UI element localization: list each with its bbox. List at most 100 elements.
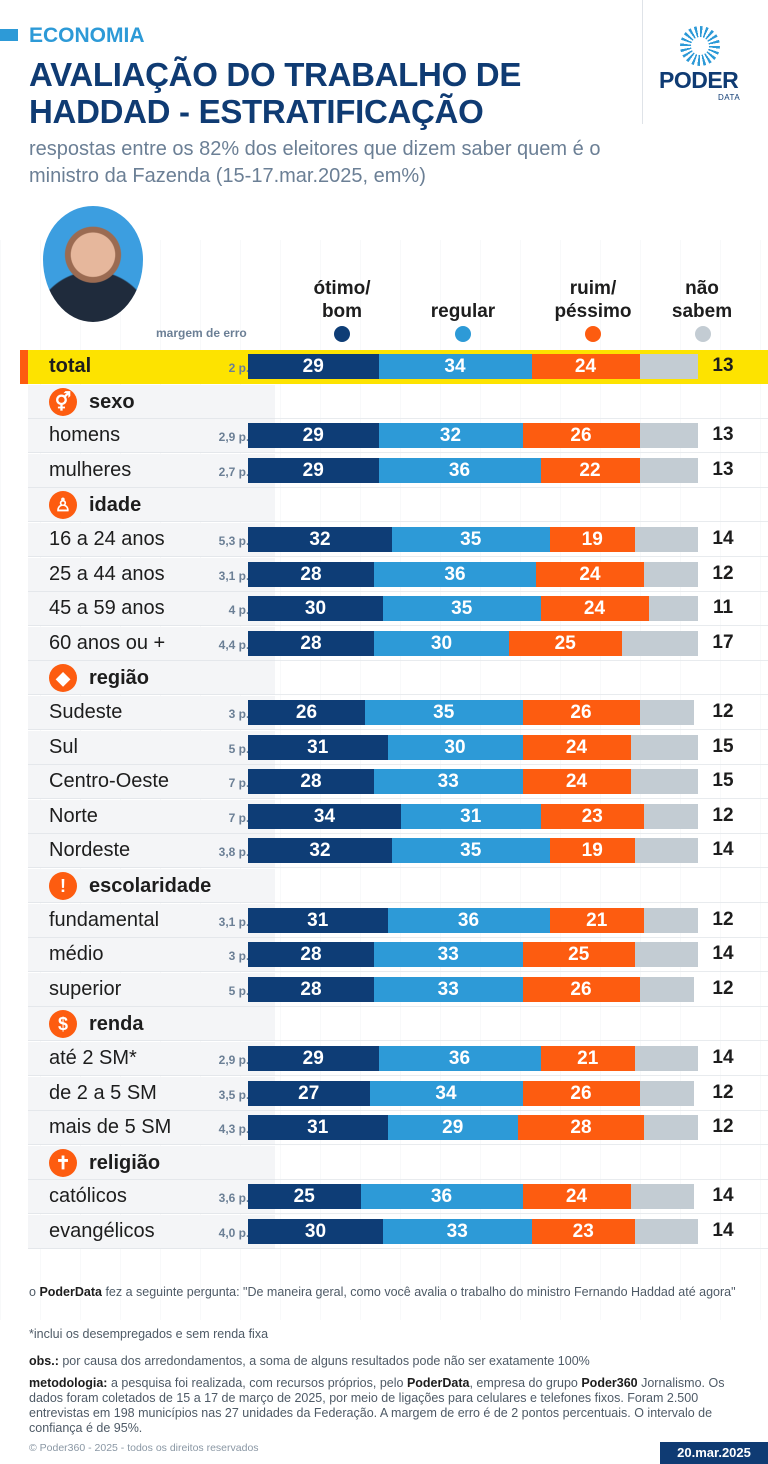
row-label-bg bbox=[28, 419, 275, 453]
bar-nao bbox=[630, 735, 698, 760]
value-nao-sabem: 12 bbox=[712, 1116, 734, 1137]
row-divider bbox=[275, 1110, 768, 1111]
bar-nao bbox=[630, 1184, 694, 1209]
row-divider bbox=[275, 1144, 768, 1145]
row-divider bbox=[275, 660, 768, 661]
bar-nao bbox=[644, 562, 698, 587]
row-label-bg bbox=[28, 800, 275, 834]
bar-ruim: 24 bbox=[540, 596, 649, 621]
value-nao-sabem: 14 bbox=[712, 1047, 734, 1068]
table-row: de 2 a 5 SM 3,5 p.p. 27 34 26 12 bbox=[28, 1077, 768, 1111]
row-label: 45 a 59 anos bbox=[49, 597, 165, 619]
bar-otimo: 31 bbox=[248, 1115, 388, 1140]
row-divider bbox=[275, 452, 768, 453]
bar-otimo: 32 bbox=[248, 527, 392, 552]
row-label: homens bbox=[49, 424, 121, 446]
bar-regular: 35 bbox=[383, 596, 541, 621]
bar-nao bbox=[635, 1219, 698, 1244]
dot-nao bbox=[695, 326, 711, 342]
value-nao-sabem: 13 bbox=[712, 355, 734, 376]
row-label-bg bbox=[28, 1111, 275, 1145]
bar-nao bbox=[639, 354, 698, 379]
value-nao-sabem: 17 bbox=[712, 632, 734, 653]
bar-nao bbox=[639, 977, 694, 1002]
bar-regular: 33 bbox=[374, 977, 523, 1002]
row-label: superior bbox=[49, 978, 122, 1000]
poderdata-logo: PODER DATA bbox=[652, 26, 748, 106]
chart-subtitle: respostas entre os 82% dos eleitores que… bbox=[29, 138, 601, 187]
bar-nao bbox=[644, 1115, 698, 1140]
bar-otimo: 28 bbox=[248, 562, 374, 587]
copyright: © Poder360 - 2025 - todos os direitos re… bbox=[29, 1442, 259, 1454]
category-header: ♙ idade bbox=[28, 488, 768, 522]
row-divider bbox=[275, 1040, 768, 1041]
cross-icon: ✝ bbox=[49, 1149, 77, 1177]
value-nao-sabem: 12 bbox=[712, 909, 734, 930]
table-row: homens 2,9 p.p. 29 32 26 13 bbox=[28, 419, 768, 453]
row-label-bg bbox=[28, 523, 275, 557]
bar-ruim: 28 bbox=[518, 1115, 644, 1140]
value-nao-sabem: 14 bbox=[712, 528, 734, 549]
bar-regular: 30 bbox=[387, 735, 523, 760]
header-divider bbox=[642, 0, 643, 124]
brazil-map-icon: ◆ bbox=[49, 664, 77, 692]
bar-regular: 33 bbox=[374, 769, 523, 794]
bar-nao bbox=[639, 423, 698, 448]
category-header: ⚥ sexo bbox=[28, 385, 768, 419]
dollar-icon: $ bbox=[49, 1010, 77, 1038]
row-label: Centro-Oeste bbox=[49, 770, 170, 792]
bar-ruim: 25 bbox=[509, 631, 622, 656]
category-header: ✝ religião bbox=[28, 1146, 768, 1180]
row-divider bbox=[275, 1213, 768, 1214]
row-label-bg bbox=[28, 904, 275, 938]
row-label: de 2 a 5 SM bbox=[49, 1082, 157, 1104]
bar-otimo: 32 bbox=[248, 838, 392, 863]
row-label-bg bbox=[28, 765, 275, 799]
row-label-bg bbox=[28, 350, 275, 384]
row-label-bg bbox=[28, 627, 275, 661]
value-nao-sabem: 12 bbox=[712, 978, 734, 999]
bar-otimo: 26 bbox=[248, 700, 365, 725]
row-divider bbox=[275, 1006, 768, 1007]
bar-nao bbox=[635, 527, 698, 552]
bar-regular: 35 bbox=[392, 527, 550, 552]
footer-methodology: metodologia: a pesquisa foi realizada, c… bbox=[29, 1376, 725, 1435]
bar-ruim: 26 bbox=[522, 977, 640, 1002]
row-label: católicos bbox=[49, 1185, 127, 1207]
table-row: Sul 5 p.p. 31 30 24 15 bbox=[28, 731, 768, 765]
value-nao-sabem: 12 bbox=[712, 563, 734, 584]
bar-otimo: 29 bbox=[248, 458, 379, 483]
bar-ruim: 25 bbox=[522, 942, 635, 967]
row-label-bg bbox=[28, 1215, 275, 1249]
bar-ruim: 23 bbox=[540, 804, 644, 829]
logo-sun-icon bbox=[680, 26, 720, 66]
category-label: sexo bbox=[89, 391, 135, 413]
row-label: fundamental bbox=[49, 909, 160, 931]
row-label-bg bbox=[28, 592, 275, 626]
bar-ruim: 24 bbox=[522, 1184, 631, 1209]
bar-otimo: 31 bbox=[248, 735, 388, 760]
table-row: 45 a 59 anos 4 p.p. 30 35 24 11 bbox=[28, 592, 768, 626]
row-label-bg bbox=[28, 696, 275, 730]
bar-otimo: 29 bbox=[248, 1046, 379, 1071]
row-label-bg bbox=[28, 454, 275, 488]
bar-nao bbox=[635, 942, 698, 967]
bar-nao bbox=[635, 1046, 698, 1071]
table-row: Norte 7 p.p. 34 31 23 12 bbox=[28, 800, 768, 834]
value-nao-sabem: 14 bbox=[712, 1185, 734, 1206]
table-row: evangélicos 4,0 p.p. 30 33 23 14 bbox=[28, 1215, 768, 1249]
bar-regular: 36 bbox=[378, 458, 541, 483]
value-nao-sabem: 12 bbox=[712, 701, 734, 722]
value-nao-sabem: 11 bbox=[712, 597, 734, 618]
col-head-ruim: ruim/ péssimo bbox=[554, 278, 632, 322]
table-row: 60 anos ou +4,4 p.p. 28 30 25 17 bbox=[28, 627, 768, 661]
row-divider bbox=[275, 556, 768, 557]
value-nao-sabem: 14 bbox=[712, 1220, 734, 1241]
row-divider bbox=[275, 1179, 768, 1180]
table-row: Nordeste 3,8 p.p. 32 35 19 14 bbox=[28, 834, 768, 868]
row-divider bbox=[275, 902, 768, 903]
date-badge: 20.mar.2025 bbox=[660, 1442, 768, 1464]
table-row: 16 a 24 anos 5,3 p.p. 32 35 19 14 bbox=[28, 523, 768, 557]
bar-nao bbox=[630, 769, 698, 794]
category-header: ◆ região bbox=[28, 661, 768, 695]
